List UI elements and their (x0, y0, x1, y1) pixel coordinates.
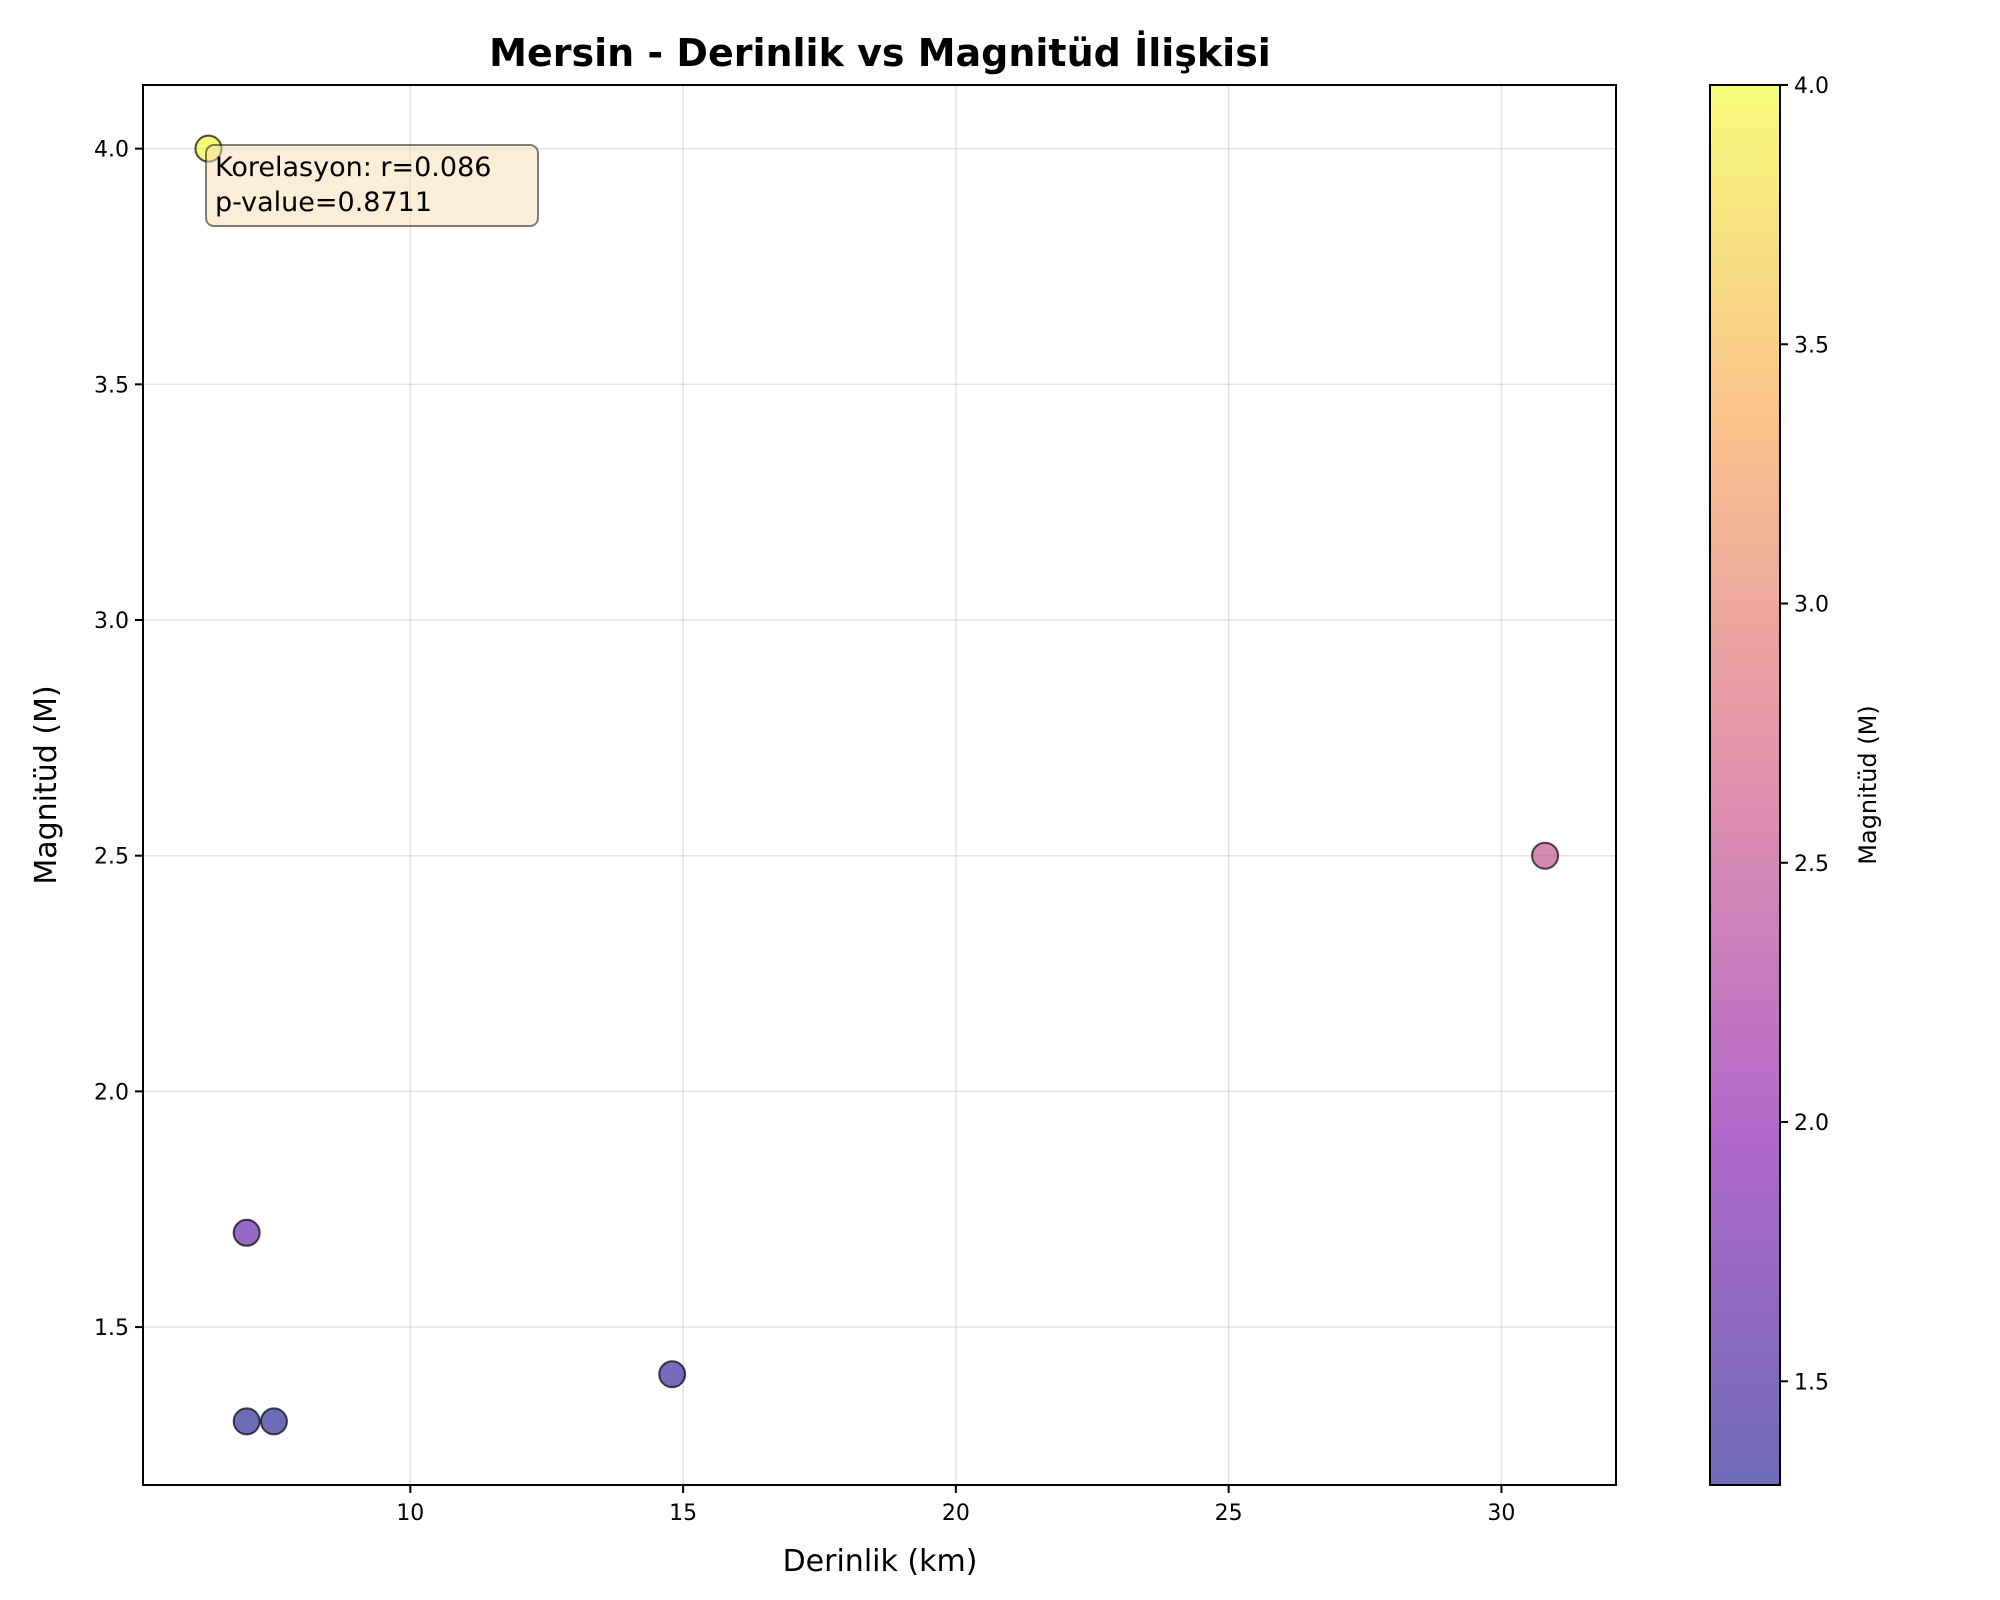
colorbar-tick-label: 2.0 (1794, 1111, 1829, 1136)
colorbar-tick-label: 3.0 (1794, 593, 1829, 618)
colorbar-gradient (1710, 85, 1780, 1485)
colorbar-ticks: 1.5 2.0 2.5 3.0 3.5 4.0 (1780, 74, 1829, 1395)
x-tick-label: 10 (396, 1501, 424, 1526)
colorbar: 1.5 2.0 2.5 3.0 3.5 4.0 Magnitüd (M) (1709, 74, 1882, 1486)
x-tick-label: 25 (1215, 1501, 1243, 1526)
colorbar-label: Magnitüd (M) (1854, 705, 1882, 864)
scatter-point (1531, 841, 1560, 870)
scatter-point (658, 1360, 687, 1389)
annotation-line-correlation: Korelasyon: r=0.086 (215, 152, 491, 183)
x-axis-label: Derinlik (km) (783, 1544, 978, 1579)
grid-lines (143, 85, 1616, 1485)
annotation-background (205, 144, 539, 227)
y-axis-ticks: 1.5 2.0 2.5 3.0 3.5 4.0 (94, 138, 143, 1341)
annotation-line-pvalue: p-value=0.8711 (215, 187, 432, 218)
colorbar-tick-label: 2.5 (1794, 852, 1829, 877)
colorbar-tick-label: 3.5 (1794, 333, 1829, 358)
colorbar-tick-label: 1.5 (1794, 1370, 1829, 1395)
y-tick-label: 2.5 (94, 845, 129, 870)
data-points (194, 134, 1560, 1436)
colorbar-frame (1709, 84, 1781, 1486)
y-axis-label: Magnitüd (M) (29, 685, 64, 884)
x-tick-label: 20 (942, 1501, 970, 1526)
scatter-point (259, 1407, 288, 1436)
scatter-point (232, 1407, 261, 1436)
correlation-annotation: Korelasyon: r=0.086 p-value=0.8711 (205, 144, 539, 227)
y-tick-label: 2.0 (94, 1080, 129, 1105)
x-tick-label: 30 (1487, 1501, 1515, 1526)
plot-area-frame (142, 84, 1617, 1486)
colorbar-tick-label: 4.0 (1794, 74, 1829, 99)
scatter-point (232, 1218, 261, 1247)
y-tick-label: 1.5 (94, 1316, 129, 1341)
y-tick-label: 4.0 (94, 138, 129, 163)
y-tick-label: 3.5 (94, 373, 129, 398)
x-tick-label: 15 (669, 1501, 697, 1526)
y-tick-label: 3.0 (94, 609, 129, 634)
chart-title: Mersin - Derinlik vs Magnitüd İlişkisi (489, 31, 1271, 75)
x-axis-ticks: 10 15 20 25 30 (396, 1485, 1515, 1526)
